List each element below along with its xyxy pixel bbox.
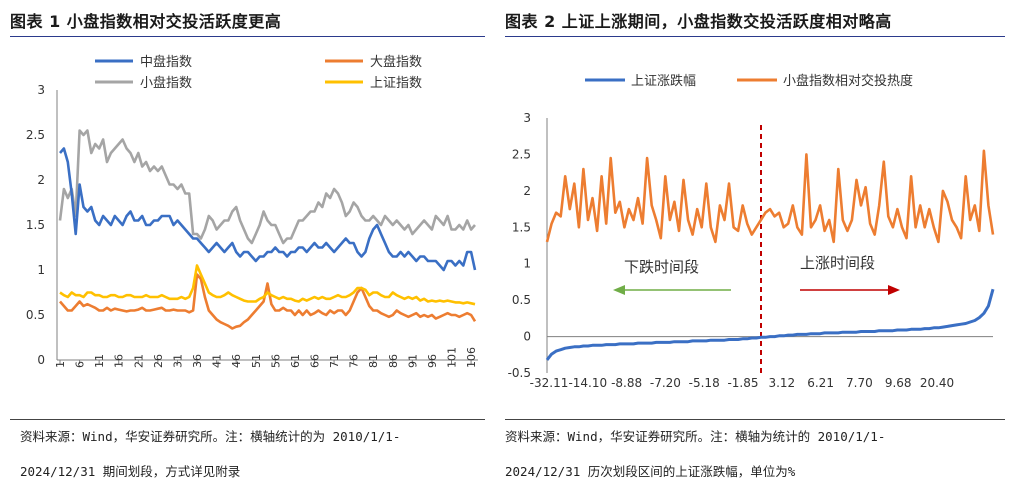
x-tick-label: 51 [250, 354, 263, 368]
legend-label: 中盘指数 [140, 54, 192, 70]
y-tick-label: 1 [523, 257, 531, 271]
y-tick-label: 0.5 [26, 308, 45, 322]
x-tick-label: 11 [93, 354, 106, 368]
x-tick-label: -7.20 [650, 376, 681, 390]
x-tick-label: 1 [54, 361, 67, 368]
y-tick-label: 3 [37, 83, 45, 97]
y-tick-label: 3 [523, 111, 531, 125]
x-tick-label: 26 [152, 354, 165, 368]
x-tick-label: 20.40 [920, 376, 954, 390]
x-tick-label: 91 [406, 354, 419, 368]
legend-label: 小盘指数 [140, 75, 192, 91]
x-tick-label: 31 [171, 354, 184, 368]
x-tick-label: 6.21 [807, 376, 834, 390]
right-figure-panel: 图表 2 上证上涨期间，小盘指数交投活跃度相对略高 -0.5 0 0.5 1 1.5 2 2… [497, 0, 1015, 494]
x-tick-label: 96 [426, 354, 439, 368]
x-tick-label: 81 [367, 354, 380, 368]
y-tick-label: 2.5 [512, 147, 531, 161]
x-tick-label: 106 [465, 347, 478, 368]
x-tick-label: -5.18 [689, 376, 720, 390]
x-tick-label: 66 [308, 354, 321, 368]
x-tick-label: -8.88 [611, 376, 642, 390]
left-figure-title: 图表 1 小盘指数相对交投活跃度更高 [10, 12, 282, 31]
x-tick-label: 7.70 [846, 376, 873, 390]
y-tick-label: 2 [37, 173, 45, 187]
x-tick-label: 56 [269, 354, 282, 368]
down-arrow-head [613, 285, 625, 295]
y-tick-label: 1 [37, 263, 45, 277]
x-tick-label: 101 [446, 347, 459, 368]
x-tick-label: -1.85 [727, 376, 758, 390]
series-line-yellow [59, 264, 476, 306]
right-title-rule [505, 36, 1005, 37]
right-chart: -0.500.511.522.53-32.11 -14.10 -8.88 -7.20-… [508, 73, 995, 390]
y-tick-label: 2.5 [26, 128, 45, 142]
annotation-down-period: 下跌时间段 [624, 258, 699, 276]
x-tick-label: 9.68 [885, 376, 912, 390]
series-line-gray [58, 129, 476, 245]
x-tick-label: 61 [289, 354, 302, 368]
annotation-up-period: 上涨时间段 [800, 254, 875, 272]
left-source-line-1: 资料来源：Wind，华安证券研究所。注：横轴统计的为 2010/1/1- [20, 429, 401, 444]
x-tick-label: -14.10 [568, 376, 607, 390]
right-figure-title: 图表 2 上证上涨期间，小盘指数交投活跃度相对略高 [505, 12, 892, 31]
left-chart: 00.511.522.531 6 11 16 21 26 31 36 41 46 51 56 61 66 7… [26, 54, 478, 368]
legend-label: 上证涨跌幅 [631, 73, 696, 89]
right-source-line-2: 2024/12/31 历次划段区间的上证涨跌幅，单位为% [505, 464, 796, 479]
series-line-blue [59, 147, 477, 272]
x-tick-label: 36 [191, 354, 204, 368]
y-tick-label: 0 [37, 353, 45, 367]
y-tick-label: 1.5 [26, 218, 45, 232]
up-arrow-head [888, 285, 900, 295]
y-tick-label: 1.5 [512, 220, 531, 234]
x-tick-label: 6 [74, 361, 87, 368]
series-line-blue [545, 288, 995, 361]
left-bottom-rule [10, 419, 485, 420]
y-tick-label: 0.5 [512, 293, 531, 307]
legend-label: 大盘指数 [370, 54, 422, 70]
legend-label: 小盘指数相对交投热度 [783, 73, 913, 89]
series-line-orange [59, 273, 477, 330]
left-figure-panel: 图表 1 小盘指数相对交投活跃度更高 0 0.5 1 1.5 2 2.5 3 1 6 11 16 21… [0, 0, 497, 494]
x-tick-label: -32.11 [530, 376, 569, 390]
y-tick-label: 0 [523, 330, 531, 344]
series-line-orange [545, 149, 995, 244]
left-source-line-2: 2024/12/31 期间划段，方式详见附录 [20, 464, 241, 479]
x-tick-label: 71 [328, 354, 341, 368]
left-title-rule [10, 36, 485, 37]
x-tick-label: 86 [387, 354, 400, 368]
right-bottom-rule [505, 419, 1005, 420]
x-tick-label: 76 [348, 354, 361, 368]
x-tick-label: 46 [230, 354, 243, 368]
x-tick-label: 16 [113, 354, 126, 368]
legend-label: 上证指数 [370, 76, 422, 91]
y-tick-label: -0.5 [508, 366, 531, 380]
x-tick-label: 41 [211, 354, 224, 368]
y-tick-label: 2 [523, 184, 531, 198]
x-tick-label: 3.12 [768, 376, 795, 390]
x-tick-label: 21 [132, 354, 145, 368]
right-source-line-1: 资料来源：Wind，华安证券研究所。注：横轴为统计的 2010/1/1- [505, 429, 886, 444]
